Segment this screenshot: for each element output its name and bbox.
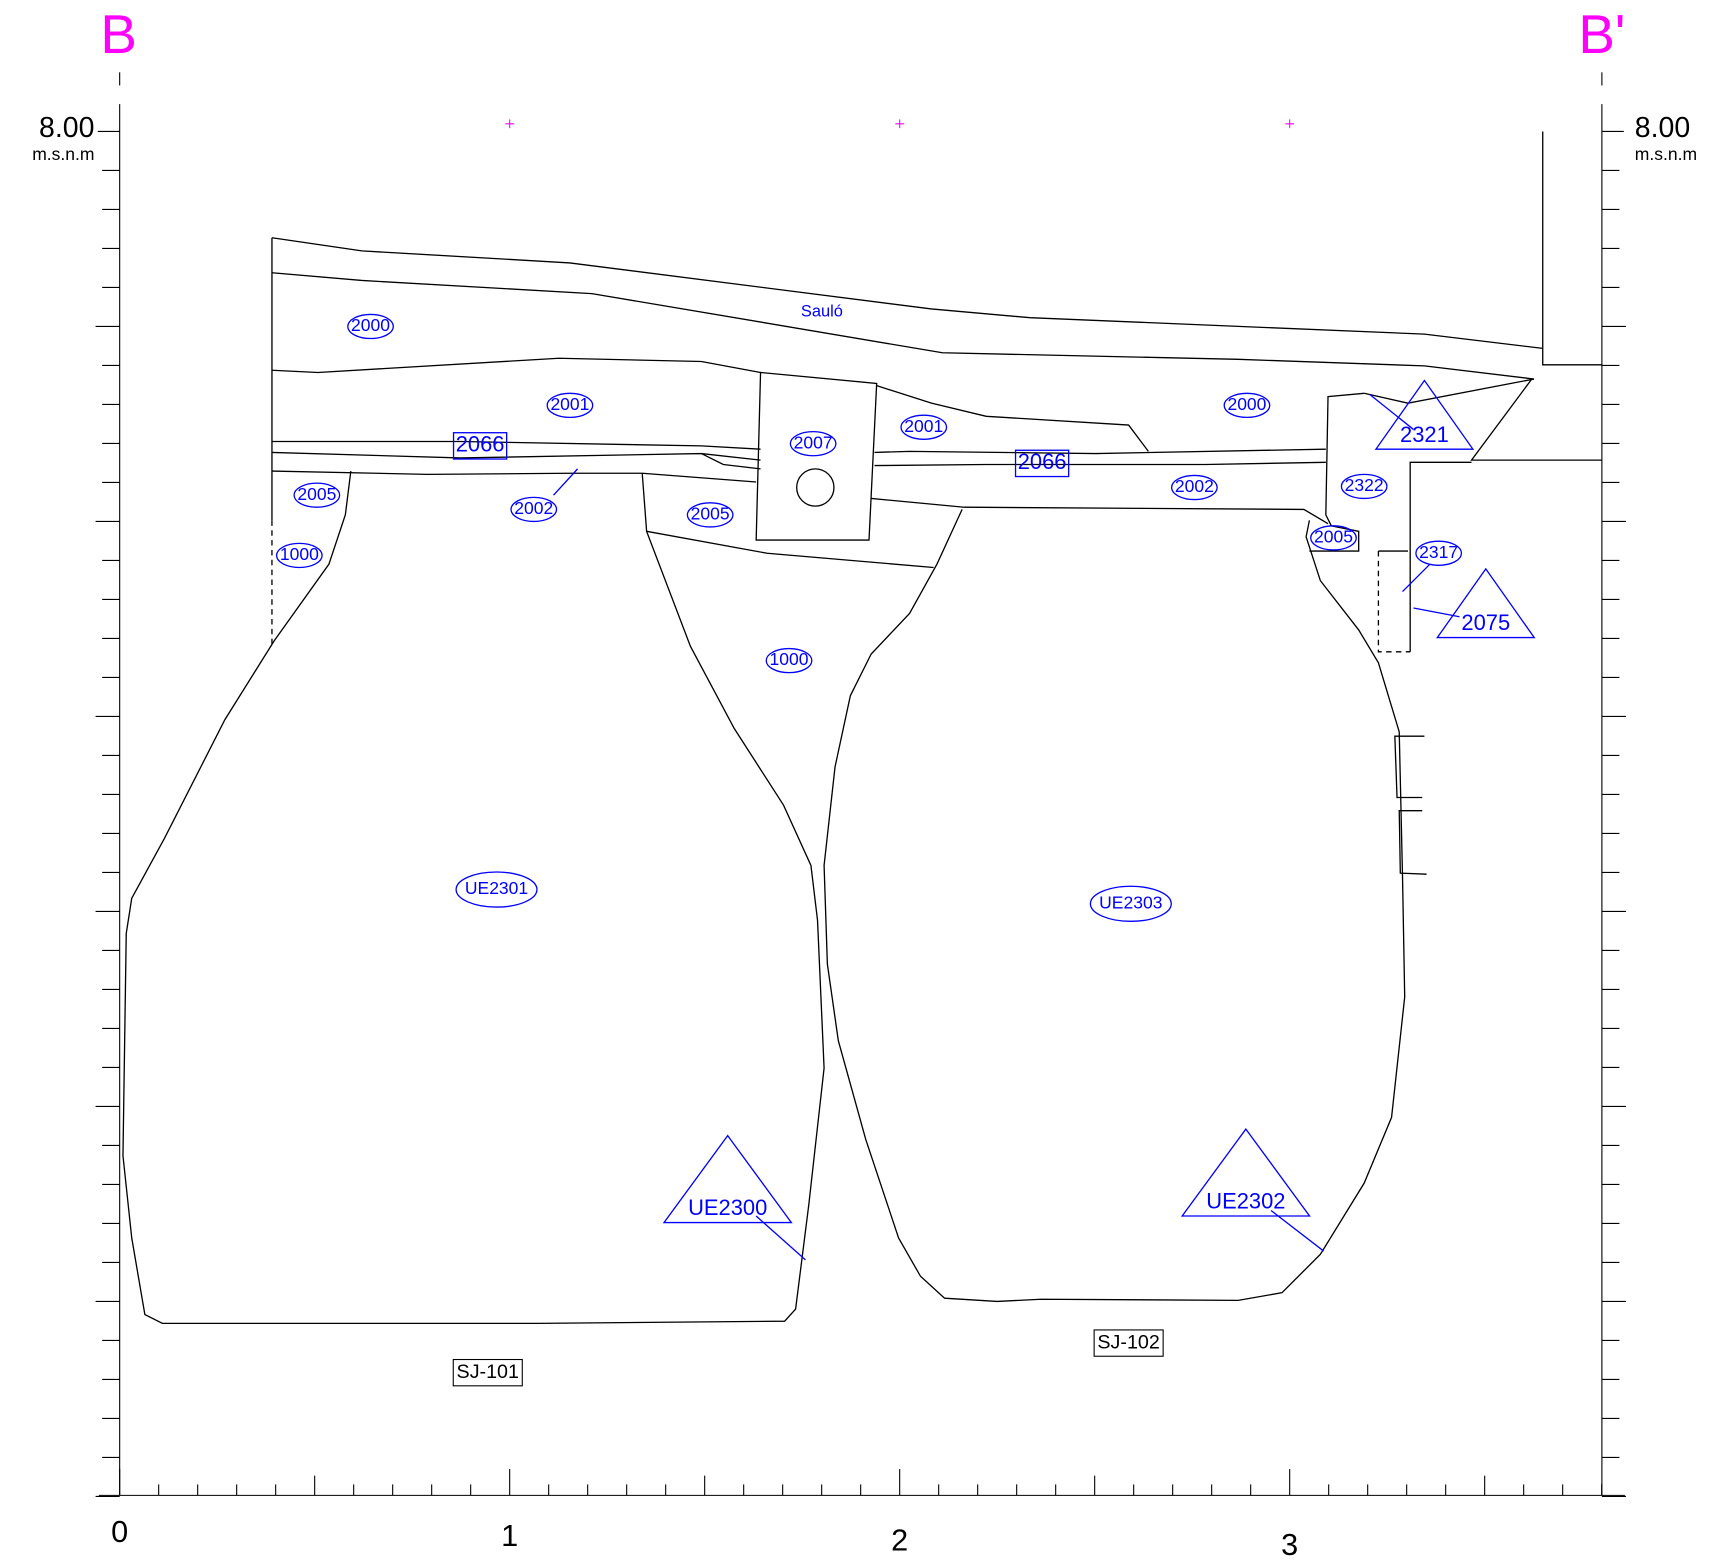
scale-label: 3 <box>1281 1528 1298 1560</box>
jar-outline <box>823 509 1406 1303</box>
elevation-value: 8.00 <box>1635 112 1690 144</box>
section-end: B' <box>1578 3 1625 65</box>
unit-ellipse <box>546 392 594 419</box>
layer-line <box>1364 378 1535 404</box>
unit-label: 2005 <box>691 504 730 524</box>
unit-label: UE2301 <box>465 878 528 898</box>
layer-line <box>271 440 761 450</box>
reference-cross <box>505 119 1295 129</box>
post <box>755 371 878 541</box>
layer-line <box>1409 461 1472 652</box>
layer-line <box>271 237 1543 350</box>
unit-box <box>452 432 508 460</box>
unit-label: 2317 <box>1419 542 1458 562</box>
annotation: Sauló <box>801 303 843 321</box>
unit-triangle <box>1180 1127 1311 1217</box>
unit-label: 2322 <box>1345 475 1384 495</box>
scale-label: 2 <box>891 1524 908 1558</box>
jar-outline <box>122 470 825 1325</box>
unit-ellipse <box>1340 473 1388 500</box>
unit-ellipse <box>1089 885 1172 922</box>
layer-line <box>1470 378 1602 461</box>
unit-label: 1000 <box>770 649 809 669</box>
layer-line <box>646 530 934 569</box>
layer-line <box>1309 525 1360 552</box>
unit-label: 2007 <box>794 432 833 452</box>
structure-box <box>452 1358 523 1387</box>
layer-line <box>1394 735 1425 799</box>
unit-ellipse <box>765 647 813 674</box>
scale-label: 1 <box>501 1519 518 1553</box>
unit-triangle <box>1436 567 1536 639</box>
elevation-value: 8.00 <box>39 112 94 144</box>
layer-line <box>874 448 1326 455</box>
elevation-unit: m.s.n.m <box>1635 144 1697 164</box>
layer-line <box>871 497 1329 525</box>
unit-ellipse <box>275 542 323 569</box>
unit-ellipse <box>1223 392 1271 419</box>
unit-label: 2005 <box>297 484 336 504</box>
unit-label: 2005 <box>1314 527 1353 547</box>
unit-label: 2075 <box>1461 610 1510 635</box>
unit-label: UE2302 <box>1206 1189 1285 1214</box>
unit-triangle <box>662 1134 793 1224</box>
unit-label: UE2303 <box>1099 892 1162 912</box>
layer-line <box>1325 392 1365 527</box>
unit-ellipse <box>510 496 558 523</box>
structure-label: SJ-102 <box>1097 1331 1159 1353</box>
unit-ellipse <box>686 502 734 528</box>
layer-line <box>876 384 1149 452</box>
unit-triangle <box>1374 379 1475 450</box>
layer-line <box>1398 810 1427 875</box>
unit-label: 2066 <box>456 432 505 457</box>
layer-line <box>874 461 1326 467</box>
unit-label: 2000 <box>351 315 390 335</box>
structure-box <box>1093 1329 1164 1357</box>
unit-label: UE2300 <box>688 1195 767 1220</box>
unit-ellipse <box>455 871 538 908</box>
unit-label: 2066 <box>1018 449 1067 474</box>
layer-line <box>271 357 761 374</box>
layer-line <box>701 452 761 470</box>
unit-label: 2002 <box>514 498 553 518</box>
unit-ellipse <box>1170 474 1218 501</box>
layer-line <box>271 272 1535 380</box>
unit-ellipse <box>1310 525 1357 551</box>
scale-label: 0 <box>111 1515 128 1549</box>
elevation-unit: m.s.n.m <box>32 144 94 164</box>
leader-line <box>553 393 1460 1261</box>
unit-label: 1000 <box>280 544 319 564</box>
layer-line <box>1377 551 1411 653</box>
layer-line <box>271 451 761 461</box>
unit-label: 2000 <box>1227 394 1266 414</box>
section-start: B <box>100 3 137 65</box>
scale-axes: 0 1 2 3 <box>95 104 1626 1560</box>
reference-points <box>505 119 1295 129</box>
unit-labels: Sauló 2000 2001 2066 2002 2005 1000 2007 2005 200… <box>275 303 1536 1387</box>
structure-label: SJ-101 <box>457 1361 519 1383</box>
stratigraphy <box>122 131 1602 1325</box>
unit-label: 2002 <box>1175 476 1214 496</box>
unit-ellipse <box>900 414 948 440</box>
unit-ellipse <box>347 313 394 340</box>
layer-line <box>1542 131 1602 366</box>
layer-line <box>271 470 757 483</box>
unit-label: 2001 <box>550 394 589 414</box>
unit-ellipse <box>1415 540 1463 566</box>
post-hole <box>796 468 835 507</box>
unit-label: 2001 <box>904 416 943 436</box>
unit-label: 2321 <box>1400 422 1449 447</box>
unit-box <box>1014 449 1070 478</box>
unit-ellipse <box>789 430 837 457</box>
unit-ellipse <box>293 482 341 508</box>
